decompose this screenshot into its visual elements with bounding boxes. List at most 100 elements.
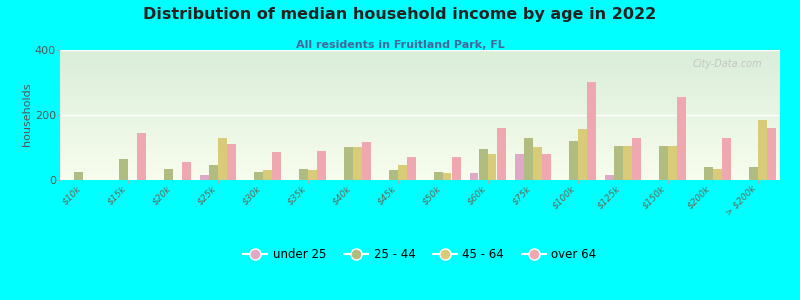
Bar [713,169,722,180]
Bar [60,158,780,159]
Bar [569,141,578,180]
Bar [60,123,780,124]
Bar [60,127,780,128]
Bar [60,111,780,112]
Bar [60,107,780,108]
Bar [60,90,780,91]
Bar [60,119,780,120]
Bar [60,110,780,111]
Bar [60,85,780,86]
Bar [118,159,127,180]
Bar [60,166,780,167]
Bar [60,64,780,65]
Bar [60,76,780,77]
Bar [60,58,780,59]
Bar [271,152,281,180]
Bar [60,171,780,172]
Legend: under 25, 25 - 44, 45 - 64, over 64: under 25, 25 - 44, 45 - 64, over 64 [238,243,602,266]
Bar [307,170,317,180]
Bar [60,170,780,171]
Bar [60,74,780,75]
Bar [218,138,226,180]
Bar [60,108,780,109]
Bar [60,137,780,138]
Bar [199,175,209,180]
Bar [60,146,780,147]
Bar [60,178,780,179]
Bar [353,147,362,180]
Bar [60,56,780,57]
Bar [60,143,780,144]
Bar [209,165,218,180]
Bar [60,177,780,178]
Bar [470,173,478,180]
Bar [60,126,780,127]
Bar [60,162,780,163]
Bar [60,80,780,81]
Bar [60,78,780,79]
Bar [163,169,173,180]
Text: All residents in Fruitland Park, FL: All residents in Fruitland Park, FL [296,40,504,50]
Bar [478,149,487,180]
Bar [497,128,506,180]
Bar [60,122,780,123]
Bar [226,144,235,180]
Bar [60,165,780,166]
Bar [60,157,780,158]
Bar [60,106,780,107]
Bar [60,99,780,100]
Bar [182,162,190,180]
Bar [60,130,780,131]
Bar [60,83,780,84]
Bar [60,176,780,177]
Bar [451,157,461,180]
Bar [60,163,780,164]
Bar [60,62,780,63]
Bar [317,151,326,180]
Bar [578,129,586,180]
Bar [60,62,780,63]
Bar [74,172,82,180]
Bar [60,60,780,61]
Bar [677,97,686,180]
Bar [749,167,758,180]
Bar [60,53,780,54]
Bar [60,89,780,90]
Bar [542,154,550,180]
Bar [60,145,780,146]
Bar [60,134,780,135]
Bar [60,148,780,149]
Bar [60,117,780,118]
Bar [60,138,780,139]
Bar [722,138,730,180]
Bar [60,174,780,175]
Bar [60,95,780,96]
Bar [60,52,780,53]
Bar [514,154,523,180]
Bar [60,68,780,69]
Bar [60,93,780,94]
Bar [60,55,780,56]
Bar [60,81,780,82]
Bar [60,100,780,101]
Text: City-Data.com: City-Data.com [692,58,762,69]
Bar [60,75,780,76]
Bar [60,79,780,80]
Bar [60,105,780,106]
Bar [60,70,780,71]
Bar [60,87,780,88]
Bar [60,69,780,70]
Bar [605,175,614,180]
Bar [487,154,497,180]
Bar [60,144,780,145]
Bar [523,138,533,180]
Bar [622,146,631,180]
Bar [533,147,542,180]
Bar [60,159,780,160]
Bar [60,164,780,165]
Bar [60,124,780,125]
Bar [60,66,780,67]
Bar [60,167,780,168]
Bar [60,135,780,136]
Bar [60,139,780,140]
